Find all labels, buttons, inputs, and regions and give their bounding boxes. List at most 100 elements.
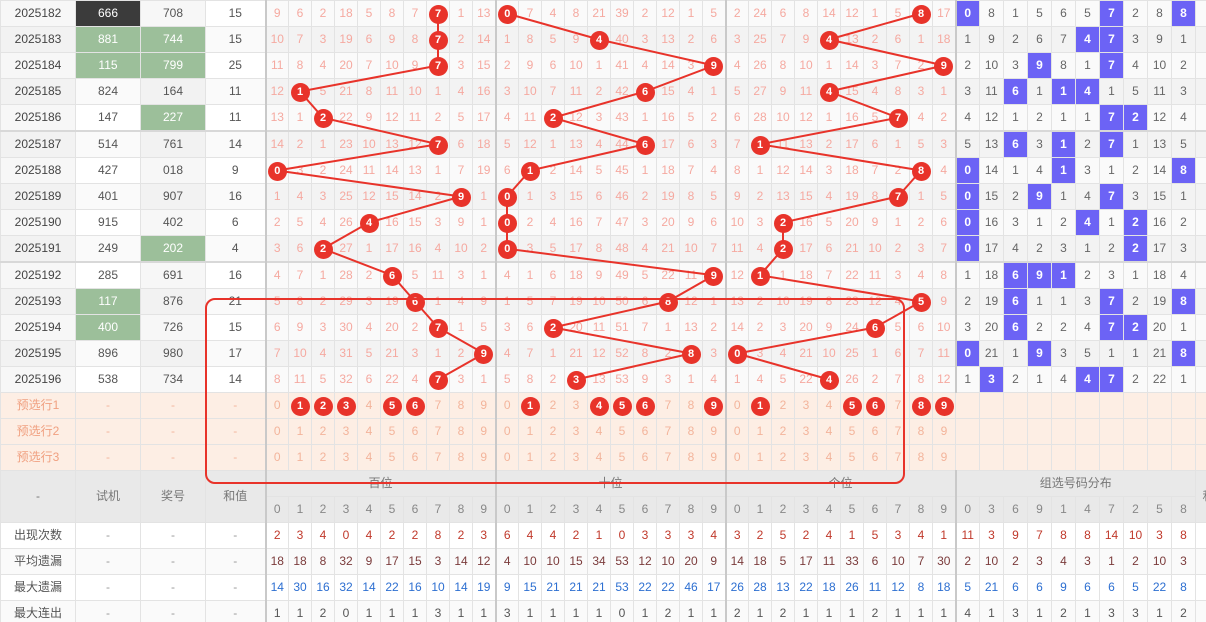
miss-count-cell[interactable]: 22 — [840, 261, 864, 289]
preselect-zuxuan-cell[interactable] — [1099, 444, 1124, 471]
miss-count-cell[interactable]: 4 — [494, 261, 519, 289]
miss-count-cell[interactable]: 23 — [334, 130, 358, 158]
miss-count-cell[interactable]: 6 — [702, 209, 726, 236]
hit-ball-cell[interactable]: 2 — [311, 104, 335, 132]
miss-count-cell[interactable]: 10 — [771, 288, 795, 315]
hit-ball-cell[interactable]: 7 — [426, 52, 450, 79]
miss-count-cell[interactable]: 3 — [748, 340, 772, 367]
zuxuan-cell[interactable]: 3 — [1051, 340, 1076, 367]
miss-count-cell[interactable]: 32 — [334, 366, 358, 393]
miss-count-cell[interactable]: 14 — [724, 314, 749, 341]
miss-count-cell[interactable]: 9 — [932, 288, 956, 315]
preselect-digit-cell[interactable]: 7 — [426, 392, 450, 419]
miss-count-cell[interactable]: 14 — [564, 157, 588, 184]
miss-count-cell[interactable]: 6 — [587, 183, 611, 210]
miss-count-cell[interactable]: 2 — [633, 0, 657, 27]
miss-count-cell[interactable]: 6 — [494, 157, 519, 184]
miss-count-cell[interactable]: 47 — [610, 209, 634, 236]
preselect-digit-cell[interactable]: 7 — [656, 392, 680, 419]
zuxuan-cell[interactable]: 1 — [1003, 157, 1028, 184]
zuxuan-cell[interactable]: 1 — [1003, 104, 1028, 132]
miss-count-cell[interactable]: 12 — [564, 104, 588, 132]
miss-count-cell[interactable]: 10 — [449, 235, 473, 263]
hit-ball-cell[interactable]: 7 — [886, 104, 910, 132]
preselect-digit-cell[interactable]: 9 — [472, 418, 496, 445]
miss-count-cell[interactable]: 6 — [702, 26, 726, 53]
miss-count-cell[interactable]: 6 — [449, 130, 473, 158]
miss-count-cell[interactable]: 24 — [840, 314, 864, 341]
preselect-digit-cell[interactable]: 8 — [909, 444, 933, 471]
miss-count-cell[interactable]: 21 — [380, 340, 404, 367]
miss-count-cell[interactable]: 14 — [403, 183, 427, 210]
miss-count-cell[interactable]: 8 — [794, 0, 818, 27]
miss-count-cell[interactable]: 7 — [587, 209, 611, 236]
miss-count-cell[interactable]: 1 — [886, 209, 910, 236]
miss-count-cell[interactable]: 20 — [380, 314, 404, 341]
miss-count-cell[interactable]: 4 — [311, 340, 335, 367]
miss-count-cell[interactable]: 11 — [932, 340, 956, 367]
miss-count-cell[interactable]: 20 — [794, 314, 818, 341]
hit-ball-cell[interactable]: 4 — [817, 26, 841, 53]
miss-count-cell[interactable]: 3 — [932, 130, 956, 158]
miss-count-cell[interactable]: 2 — [748, 288, 772, 315]
miss-count-cell[interactable]: 7 — [817, 261, 841, 289]
miss-count-cell[interactable]: 10 — [380, 52, 404, 79]
miss-count-cell[interactable]: 9 — [679, 209, 703, 236]
miss-count-cell[interactable]: 2 — [748, 183, 772, 210]
zuxuan-cell[interactable]: 4 — [1075, 78, 1100, 105]
hit-ball-cell[interactable]: 7 — [426, 26, 450, 53]
hit-ball-cell[interactable]: 2 — [311, 235, 335, 263]
zuxuan-cell[interactable]: 3 — [1171, 235, 1196, 263]
miss-count-cell[interactable]: 2 — [426, 183, 450, 210]
miss-count-cell[interactable]: 25 — [334, 183, 358, 210]
zuxuan-cell[interactable]: 0 — [954, 0, 980, 27]
zuxuan-cell[interactable]: 20 — [1147, 314, 1172, 341]
hit-ball-cell[interactable]: 5 — [909, 288, 933, 315]
zuxuan-cell[interactable]: 1 — [1171, 314, 1196, 341]
miss-count-cell[interactable]: 7 — [357, 52, 381, 79]
miss-count-cell[interactable]: 11 — [357, 157, 381, 184]
zuxuan-cell[interactable]: 1 — [1123, 130, 1148, 158]
zuxuan-cell[interactable]: 4 — [1171, 104, 1196, 132]
zuxuan-cell[interactable]: 0 — [954, 183, 980, 210]
miss-count-cell[interactable]: 3 — [817, 157, 841, 184]
miss-count-cell[interactable]: 6 — [633, 288, 657, 315]
miss-count-cell[interactable]: 21 — [564, 340, 588, 367]
miss-count-cell[interactable]: 1 — [863, 0, 887, 27]
miss-count-cell[interactable]: 10 — [794, 52, 818, 79]
miss-count-cell[interactable]: 16 — [656, 104, 680, 132]
miss-count-cell[interactable]: 1 — [518, 183, 542, 210]
miss-count-cell[interactable]: 41 — [610, 52, 634, 79]
zuxuan-cell[interactable]: 1 — [1171, 366, 1196, 393]
miss-count-cell[interactable]: 11 — [564, 78, 588, 105]
miss-count-cell[interactable]: 2 — [587, 78, 611, 105]
hit-ball-cell[interactable]: 0 — [724, 340, 749, 367]
preselect-zuxuan-cell[interactable] — [1051, 392, 1076, 419]
preselect-digit-cell[interactable]: 8 — [909, 392, 933, 419]
zuxuan-cell[interactable]: 8 — [1171, 288, 1196, 315]
miss-count-cell[interactable]: 7 — [886, 366, 910, 393]
miss-count-cell[interactable]: 3 — [909, 78, 933, 105]
zuxuan-cell[interactable]: 5 — [1027, 0, 1052, 27]
miss-count-cell[interactable]: 10 — [679, 235, 703, 263]
zuxuan-cell[interactable]: 3 — [1123, 183, 1148, 210]
preselect-digit-cell[interactable]: 4 — [357, 418, 381, 445]
zuxuan-cell[interactable]: 3 — [1075, 157, 1100, 184]
miss-count-cell[interactable]: 2 — [886, 157, 910, 184]
miss-count-cell[interactable]: 6 — [886, 26, 910, 53]
miss-count-cell[interactable]: 13 — [656, 26, 680, 53]
zuxuan-cell[interactable]: 1 — [1075, 104, 1100, 132]
miss-count-cell[interactable]: 8 — [357, 78, 381, 105]
preselect-digit-cell[interactable]: 8 — [449, 418, 473, 445]
miss-count-cell[interactable]: 25 — [748, 26, 772, 53]
zuxuan-cell[interactable]: 4 — [1075, 209, 1100, 236]
miss-count-cell[interactable]: 1 — [771, 261, 795, 289]
preselect-digit-cell[interactable]: 6 — [403, 392, 427, 419]
preselect-digit-cell[interactable]: 8 — [679, 444, 703, 471]
preselect-digit-cell[interactable]: 1 — [748, 418, 772, 445]
miss-count-cell[interactable]: 2 — [541, 366, 565, 393]
zuxuan-cell[interactable]: 12 — [1147, 104, 1172, 132]
miss-count-cell[interactable]: 12 — [380, 104, 404, 132]
miss-count-cell[interactable]: 9 — [863, 209, 887, 236]
miss-count-cell[interactable]: 14 — [472, 26, 496, 53]
